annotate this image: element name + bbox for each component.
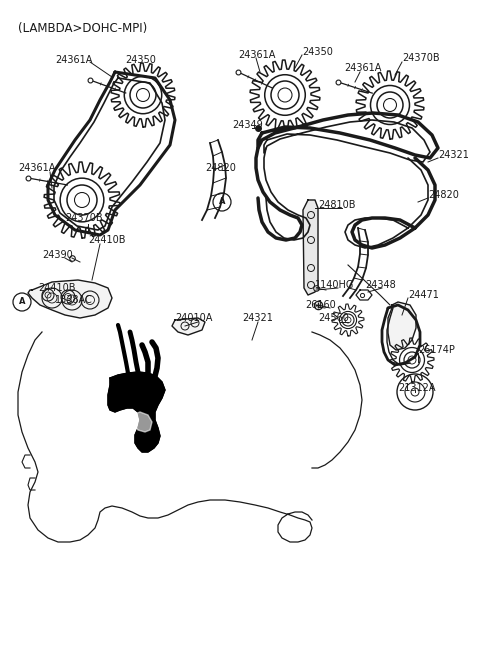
- Polygon shape: [303, 200, 318, 295]
- Text: 26174P: 26174P: [418, 345, 455, 355]
- Text: 24820: 24820: [428, 190, 459, 200]
- Text: 24370B: 24370B: [65, 213, 103, 223]
- Text: (LAMBDA>DOHC-MPI): (LAMBDA>DOHC-MPI): [18, 22, 147, 35]
- Text: 1140HG: 1140HG: [315, 280, 354, 290]
- Text: 24471: 24471: [408, 290, 439, 300]
- Text: 24560: 24560: [318, 313, 349, 323]
- Circle shape: [67, 185, 97, 215]
- Text: A: A: [219, 197, 225, 206]
- Text: 26160: 26160: [305, 300, 336, 310]
- Text: 24361A: 24361A: [18, 163, 55, 173]
- Text: 24361A: 24361A: [55, 55, 92, 65]
- Text: 24810B: 24810B: [318, 200, 356, 210]
- Text: 24361A: 24361A: [238, 50, 276, 60]
- Polygon shape: [388, 302, 416, 350]
- Text: 24349: 24349: [232, 120, 263, 130]
- Polygon shape: [132, 412, 152, 432]
- Circle shape: [404, 352, 420, 368]
- Text: 24410B: 24410B: [88, 235, 125, 245]
- Polygon shape: [172, 318, 205, 335]
- Polygon shape: [108, 372, 165, 452]
- Circle shape: [130, 82, 156, 108]
- Text: 21312A: 21312A: [398, 383, 435, 393]
- Text: 24350: 24350: [302, 47, 333, 57]
- Text: 24010A: 24010A: [175, 313, 212, 323]
- Text: A: A: [19, 298, 25, 306]
- Circle shape: [271, 81, 299, 109]
- Text: 24390: 24390: [42, 250, 73, 260]
- Text: 24361A: 24361A: [344, 63, 382, 73]
- Text: 24348: 24348: [365, 280, 396, 290]
- Polygon shape: [28, 280, 112, 318]
- Circle shape: [411, 388, 419, 396]
- Text: 24350: 24350: [125, 55, 156, 65]
- Text: 24820: 24820: [205, 163, 236, 173]
- Text: 24410B: 24410B: [38, 283, 75, 293]
- Text: 24321: 24321: [438, 150, 469, 160]
- Text: 24321: 24321: [242, 313, 273, 323]
- Circle shape: [377, 92, 403, 118]
- Circle shape: [342, 314, 354, 326]
- Text: 1338AC: 1338AC: [55, 295, 93, 305]
- Text: 24370B: 24370B: [402, 53, 440, 63]
